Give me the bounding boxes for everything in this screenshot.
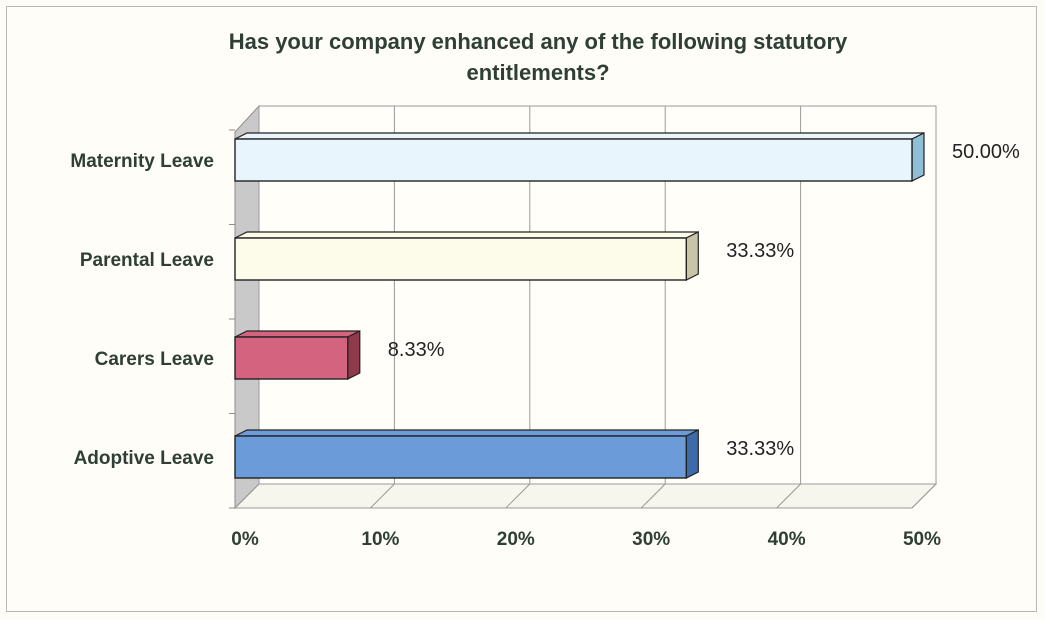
bar-side [685, 429, 699, 479]
category-label: Adoptive Leave [74, 448, 214, 469]
data-label: 33.33% [726, 438, 794, 460]
bar [234, 138, 913, 182]
bar-top [234, 429, 699, 437]
x-tick-label: 10% [361, 529, 399, 550]
category-label: Maternity Leave [70, 151, 214, 172]
bar [234, 435, 687, 479]
x-tick-label: 20% [497, 529, 535, 550]
x-tick-label: 50% [903, 529, 941, 550]
category-label: Carers Leave [95, 349, 214, 370]
plot-area: 0% 10% 20% 30% 40% 50% Maternity Leave 50.00% Pa… [70, 104, 1020, 550]
data-label: 33.33% [726, 240, 794, 262]
data-label: 50.00% [952, 141, 1020, 163]
bar-top [234, 330, 361, 338]
bar-side [685, 231, 699, 281]
bar-top [234, 231, 699, 239]
bar-top [234, 132, 925, 140]
floor [233, 483, 938, 509]
floor-gridline [640, 483, 666, 509]
bar-side [347, 330, 361, 380]
chart-title-line-2: entitlements? [466, 60, 609, 85]
x-tick-label: 30% [632, 529, 670, 550]
x-tick-label: 40% [768, 529, 806, 550]
x-tick-label: 0% [231, 529, 259, 550]
floor-gridline [505, 483, 531, 509]
floor-gridline [234, 483, 260, 509]
chart-title-line-1: Has your company enhanced any of the fol… [229, 29, 848, 54]
floor-gridline [776, 483, 801, 509]
floor-gridline [370, 483, 395, 509]
bar [234, 336, 349, 380]
data-label: 8.33% [388, 339, 445, 361]
floor-gridline [911, 483, 937, 509]
bar [234, 237, 687, 281]
category-label: Parental Leave [80, 250, 214, 271]
bar-side [911, 132, 925, 182]
